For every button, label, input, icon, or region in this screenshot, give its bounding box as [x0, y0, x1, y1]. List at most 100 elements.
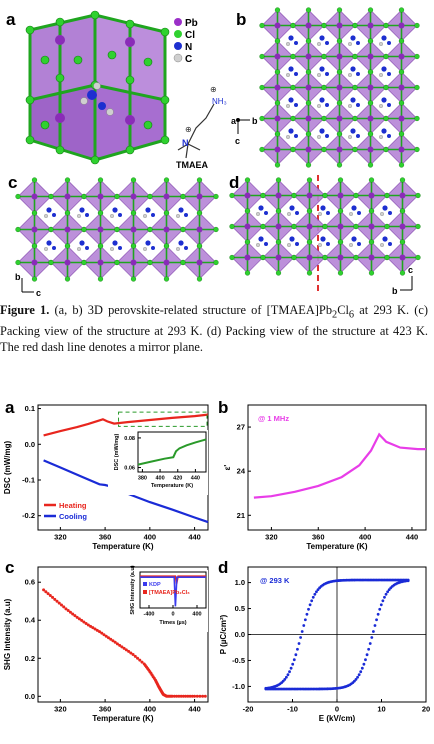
pb-atom [305, 53, 312, 60]
cl-atom [337, 270, 344, 276]
figure-2: a b c d 320 360 400 440 -0.2 -0.1 0.0 0.1 Temper… [0, 395, 434, 739]
panel-c-axes: b c [15, 272, 41, 298]
cl-atom [352, 22, 358, 29]
pb-atom [97, 226, 104, 233]
y-tick-label: -1.0 [232, 682, 245, 691]
data-point [294, 653, 298, 657]
pb-atom [130, 193, 137, 200]
cl-atom [415, 192, 421, 199]
cl-atom [244, 208, 251, 214]
chart-b-annotation: @ 1 MHz [258, 414, 289, 423]
data-point [195, 694, 199, 698]
cl-atom [353, 254, 359, 261]
cl-atom [352, 146, 358, 153]
n-atom [350, 97, 356, 103]
caption-text-1: (a, b) 3D perovskite-related structure o… [49, 303, 333, 317]
x-axis-label: Temperature (K) [92, 714, 154, 723]
panel-a-structure: a [6, 10, 170, 165]
cl-atom [305, 131, 312, 137]
data-point [315, 590, 318, 594]
y-tick-label: 0.4 [25, 616, 36, 625]
plus-sign: ⊕ [210, 85, 217, 94]
pb-atom [163, 226, 170, 233]
caption-text-2: Cl [337, 303, 349, 317]
cl-atom [244, 239, 251, 245]
pb-atom [275, 192, 282, 199]
n-atom [325, 72, 329, 76]
cl-atom [147, 193, 153, 200]
cl-atom [398, 100, 405, 106]
svg-text:N: N [182, 138, 189, 148]
data-point [175, 694, 179, 698]
pb-atom [130, 259, 137, 266]
c-atom [348, 103, 353, 108]
pb-atom [274, 115, 281, 122]
cl-atom [274, 162, 281, 168]
n-atom [258, 236, 264, 242]
cl-atom [97, 177, 104, 183]
cl-atom [130, 276, 137, 282]
cl-atom [415, 223, 421, 230]
x-axis-label: E (kV/cm) [319, 714, 356, 723]
data-point [106, 636, 110, 640]
cl-atom [367, 131, 374, 137]
data-point [379, 603, 383, 607]
data-point [299, 636, 303, 639]
n-atom [381, 128, 387, 134]
cl-atom [274, 7, 281, 13]
figure-1: a Pb Cl N C N NH₃ ⊕ ⊕ TMAEA b a b c [0, 0, 434, 300]
data-point [288, 670, 291, 674]
cl-atom [15, 193, 21, 200]
x-tick-label: 0 [171, 612, 174, 618]
n-atom [52, 213, 56, 217]
y-tick-label: 21 [237, 511, 245, 520]
cl-atom [81, 226, 87, 233]
cl-atom [48, 193, 54, 200]
x-tick-label: 440 [188, 705, 201, 714]
n-atom [46, 240, 52, 246]
caption-label: Figure 1. [0, 303, 50, 317]
n-atom [294, 72, 298, 76]
c-atom [317, 103, 322, 108]
pb-atom [274, 84, 281, 91]
n-atom [145, 240, 151, 246]
c-atom [317, 72, 322, 77]
cl-legend-label: Cl [185, 30, 195, 41]
cl-atom [180, 193, 186, 200]
cl-atom [31, 243, 38, 249]
plot-frame [247, 404, 427, 531]
cl-atom [291, 223, 297, 230]
c-atom [44, 213, 49, 218]
svg-text:c: c [36, 288, 41, 298]
cl-atom [64, 177, 71, 183]
pb-atom [244, 223, 251, 230]
cl-atom [180, 226, 186, 233]
c-atom [349, 242, 354, 247]
cl-atom [368, 177, 375, 183]
cl-atom [130, 210, 137, 216]
cl-atom [321, 115, 327, 122]
cl-atom [275, 239, 282, 245]
pb-atom [275, 254, 282, 261]
cl-atom [353, 192, 359, 199]
cl-atom [398, 38, 405, 44]
pb-atom [244, 192, 251, 199]
figure-caption: Figure 1. (a, b) 3D perovskite-related s… [0, 302, 428, 355]
n-atom [325, 134, 329, 138]
cl-atom [398, 131, 405, 137]
n-atom [320, 205, 326, 211]
n-atom [79, 240, 85, 246]
n-atom [381, 35, 387, 41]
n-atom [326, 211, 330, 215]
cl-atom [322, 192, 328, 199]
cl-atom [291, 254, 297, 261]
cl-atom [64, 276, 71, 282]
n-atom [356, 134, 360, 138]
cl-atom [31, 177, 38, 183]
data-point [406, 578, 410, 582]
y-tick-label: -0.5 [232, 656, 245, 665]
n-atom [357, 211, 361, 215]
data-point [46, 592, 50, 596]
cl-legend-swatch [174, 30, 182, 38]
n-atom [52, 246, 56, 250]
